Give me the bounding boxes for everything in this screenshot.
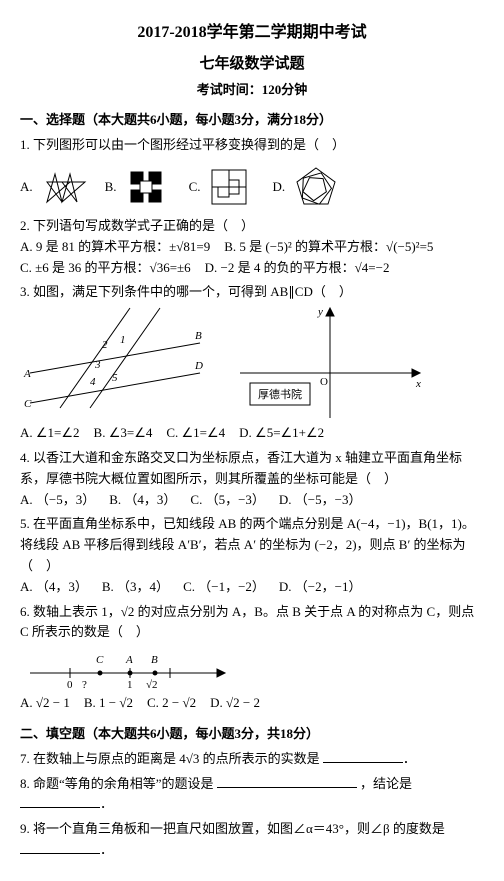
q1-options: A. B. C. <box>20 162 484 212</box>
q3-fig-box-label: 厚德书院 <box>258 387 302 401</box>
q4-opt-d: D. （−5，−3） <box>279 490 362 511</box>
q5-opt-a: A. （4，3） <box>20 577 88 598</box>
svg-text:√2: √2 <box>146 679 158 691</box>
q4-opt-a: A. （−5，3） <box>20 490 95 511</box>
exam-title-1: 2017-2018学年第二学期期中考试 <box>20 20 484 46</box>
q6-opt-a: A. √2 − 1 <box>20 693 70 714</box>
section-1-title: 一、选择题（本大题共6小题，每小题3分，满分18分） <box>20 110 484 131</box>
q5-opt-c: C. （−1，−2） <box>183 577 265 598</box>
q3-fig-axes: x y O 厚德书院 <box>220 303 430 423</box>
q2-stem: 2. 下列语句写成数学式子正确的是（ ） <box>20 216 484 237</box>
exam-time: 考试时间：120分钟 <box>20 80 484 101</box>
q4-opts: A. （−5，3） B. （4，3） C. （5，−3） D. （−5，−3） <box>20 490 484 511</box>
q9-blank <box>20 841 100 854</box>
q1-label-b: B. <box>105 177 117 198</box>
q1-label-c: C. <box>189 177 201 198</box>
svg-text:5: 5 <box>112 372 118 384</box>
svg-text:A: A <box>23 368 31 380</box>
section-2-title: 二、填空题（本大题共6小题，每小题3分，共18分） <box>20 724 484 745</box>
q6-stem: 6. 数轴上表示 1，√2 的对应点分别为 A，B。点 B 关于点 A 的对称点… <box>20 602 484 644</box>
q8: 8. 命题“等角的余角相等”的题设是 ，结论是 ． <box>20 774 484 816</box>
q8-text-b: ，结论是 <box>360 776 412 791</box>
q1-fig-b <box>121 162 171 212</box>
svg-text:A: A <box>125 654 133 666</box>
svg-text:B: B <box>151 654 158 666</box>
q1-opt-c: C. <box>189 162 255 212</box>
q6-opts: A. √2 − 1 B. 1 − √2 C. 2 − √2 D. √2 − 2 <box>20 693 484 714</box>
q2-row1: A. 9 是 81 的算术平方根：±√81=9 B. 5 是 (−5)² 的算术… <box>20 237 484 258</box>
q2-row2: C. ±6 是 36 的平方根：√36=±6 D. −2 是 4 的负的平方根：… <box>20 258 484 279</box>
svg-text:C: C <box>96 654 104 666</box>
q7-text: 7. 在数轴上与原点的距离是 4√3 的点所表示的实数是 <box>20 751 320 766</box>
q1-opt-d: D. <box>272 162 344 212</box>
q5-opts: A. （4，3） B. （3，4） C. （−1，−2） D. （−2，−1） <box>20 577 484 598</box>
q3-fig-lines: B D A C 2 1 3 4 5 <box>20 303 210 413</box>
q6-opt-d: D. √2 − 2 <box>210 693 260 714</box>
svg-text:0: 0 <box>67 679 73 691</box>
q1-stem: 1. 下列图形可以由一个图形经过平移变换得到的是（ ） <box>20 135 484 156</box>
q2-opt-d: D. −2 是 4 的负的平方根：√4=−2 <box>205 258 390 279</box>
q2-opt-a: A. 9 是 81 的算术平方根：±√81=9 <box>20 237 210 258</box>
svg-text:1: 1 <box>127 679 133 691</box>
svg-text:3: 3 <box>94 359 101 371</box>
svg-text:1: 1 <box>120 334 126 346</box>
q4-opt-c: C. （5，−3） <box>190 490 265 511</box>
svg-text:O: O <box>320 376 328 388</box>
q3-opts: A. ∠1=∠2 B. ∠3=∠4 C. ∠1=∠4 D. ∠5=∠1+∠2 <box>20 423 484 444</box>
q6-fig: C A B 0 ? 1 √2 <box>20 643 240 693</box>
svg-text:2: 2 <box>102 339 108 351</box>
q4-opt-b: B. （4，3） <box>109 490 176 511</box>
svg-text:x: x <box>415 378 421 390</box>
q7-blank <box>323 750 403 763</box>
q2-opt-c: C. ±6 是 36 的平方根：√36=±6 <box>20 258 191 279</box>
q8-blank-1 <box>217 775 357 788</box>
q6-opt-b: B. 1 − √2 <box>84 693 133 714</box>
q1-fig-a <box>37 162 87 212</box>
q8-text-a: 8. 命题“等角的余角相等”的题设是 <box>20 776 214 791</box>
q4-stem: 4. 以香江大道和金东路交叉口为坐标原点，香江大道为 x 轴建立平面直角坐标系，… <box>20 448 484 490</box>
q1-fig-c <box>204 162 254 212</box>
q2-opt-b: B. 5 是 (−5)² 的算术平方根：√(−5)²=5 <box>224 237 433 258</box>
q5-opt-b: B. （3，4） <box>102 577 169 598</box>
q1-opt-a: A. <box>20 162 87 212</box>
q1-opt-b: B. <box>105 162 171 212</box>
svg-text:C: C <box>24 398 32 410</box>
q1-label-a: A. <box>20 177 33 198</box>
q5-opt-d: D. （−2，−1） <box>279 577 362 598</box>
svg-text:y: y <box>317 306 323 318</box>
svg-text:B: B <box>195 330 202 342</box>
svg-text:D: D <box>194 360 203 372</box>
q1-label-d: D. <box>272 177 285 198</box>
exam-title-2: 七年级数学试题 <box>20 52 484 76</box>
svg-text:?: ? <box>82 679 87 691</box>
q3-opt-a: A. ∠1=∠2 <box>20 423 80 444</box>
q3-opt-d: D. ∠5=∠1+∠2 <box>239 423 324 444</box>
q5-stem: 5. 在平面直角坐标系中，已知线段 AB 的两个端点分别是 A(−4，−1)，B… <box>20 514 484 576</box>
q1-fig-d <box>289 162 344 212</box>
q8-blank-2 <box>20 795 100 808</box>
q6-opt-c: C. 2 − √2 <box>147 693 196 714</box>
q3-opt-c: C. ∠1=∠4 <box>166 423 225 444</box>
q3-stem: 3. 如图，满足下列条件中的哪一个，可得到 AB∥CD（ ） <box>20 282 484 303</box>
q9-text: 9. 将一个直角三角板和一把直尺如图放置，如图∠α＝43°，则∠β 的度数是 <box>20 821 445 836</box>
q9: 9. 将一个直角三角板和一把直尺如图放置，如图∠α＝43°，则∠β 的度数是 ． <box>20 819 484 861</box>
svg-text:4: 4 <box>90 376 96 388</box>
q3-opt-b: B. ∠3=∠4 <box>94 423 153 444</box>
q7: 7. 在数轴上与原点的距离是 4√3 的点所表示的实数是 ． <box>20 749 484 770</box>
